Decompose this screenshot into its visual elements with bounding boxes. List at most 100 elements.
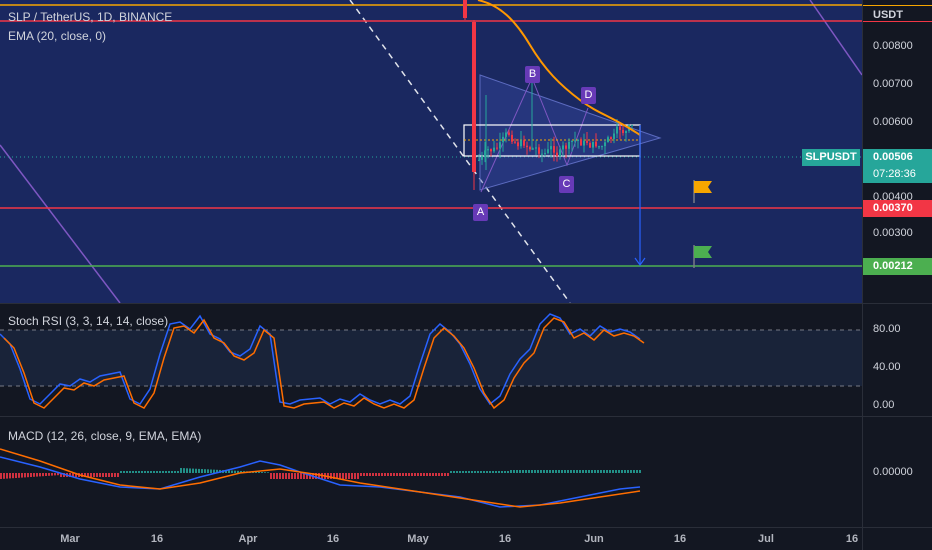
macd-bar: [603, 470, 605, 473]
candle: [592, 141, 594, 148]
candle: [535, 147, 537, 149]
macd-bar: [507, 471, 509, 473]
support-1-tag: 0.00370: [863, 200, 932, 217]
price-label-1: 0.00800: [873, 40, 913, 52]
macd-bar: [396, 473, 398, 476]
macd-bar: [558, 470, 560, 473]
candle: [532, 148, 534, 150]
price-label-2: 0.00700: [873, 78, 913, 90]
macd-bar: [165, 471, 167, 473]
macd-bar: [6, 473, 8, 479]
macd-bar: [456, 471, 458, 473]
macd-bar: [504, 471, 506, 473]
macd-bar: [156, 471, 158, 473]
macd-bar: [114, 473, 116, 477]
macd-bar: [225, 470, 227, 473]
symbol-legend[interactable]: SLP / TetherUS, 1D, BINANCE: [8, 10, 173, 24]
time-tick-16: 16: [150, 533, 164, 545]
macd-bar: [39, 473, 41, 477]
macd-bar: [147, 471, 149, 473]
macd-bar: [123, 471, 125, 473]
candle: [613, 133, 615, 139]
time-tick-jul: Jul: [758, 533, 774, 545]
price-chart-pane[interactable]: SLP / TetherUS, 1D, BINANCE EMA (20, clo…: [0, 0, 862, 303]
macd-bar: [288, 473, 290, 479]
macd-bar: [555, 470, 557, 473]
candle: [595, 141, 597, 147]
candle: [574, 140, 576, 142]
green-flag-icon: [693, 245, 712, 268]
macd-bar: [438, 473, 440, 476]
candle: [568, 141, 570, 149]
macd-axis[interactable]: 0.00000: [862, 417, 932, 527]
macd-bar: [318, 473, 320, 479]
macd-bar: [432, 473, 434, 476]
macd-bar: [612, 470, 614, 473]
macd-bar: [9, 473, 11, 479]
macd-bar: [180, 468, 182, 473]
time-axis[interactable]: Mar 16 Apr 16 May 16 Jun 16 Jul 16: [0, 527, 862, 550]
stoch-axis[interactable]: 80.00 40.00 0.00: [862, 304, 932, 416]
candle: [550, 146, 552, 150]
time-tick-may: May: [407, 533, 429, 545]
macd-bar: [36, 473, 38, 477]
macd-bar: [333, 473, 335, 479]
macd-bar: [495, 471, 497, 473]
macd-bar: [543, 470, 545, 473]
stoch-label-40: 40.00: [873, 361, 901, 373]
price-label-3: 0.00600: [873, 116, 913, 128]
macd-bar: [0, 473, 2, 479]
macd-bar: [306, 473, 308, 479]
macd-bar: [255, 471, 257, 473]
macd-bar: [453, 471, 455, 473]
macd-bar: [162, 471, 164, 473]
macd-legend[interactable]: MACD (12, 26, close, 9, EMA, EMA): [8, 429, 202, 443]
macd-bar: [129, 471, 131, 473]
macd-bar: [201, 469, 203, 473]
macd-bar: [471, 471, 473, 473]
macd-bar: [375, 473, 377, 476]
macd-bar: [354, 473, 356, 479]
pattern-label-a: A: [473, 204, 488, 221]
currency-label: USDT: [873, 9, 903, 21]
macd-bar: [45, 473, 47, 476]
target-arrow-head: [634, 257, 646, 267]
macd-bar: [21, 473, 23, 478]
macd-bar: [3, 473, 5, 479]
channel-line-left: [0, 144, 121, 303]
candle: [472, 22, 476, 172]
macd-bar: [528, 470, 530, 473]
macd-bar: [72, 473, 74, 477]
macd-bar: [240, 471, 242, 473]
orange-flag-icon: [693, 180, 712, 203]
macd-bar: [57, 473, 59, 476]
macd-bar: [615, 470, 617, 473]
price-axis[interactable]: USDT 0.00800 0.00700 0.00600 0.00506 07:…: [862, 0, 932, 303]
pattern-label-c: C: [559, 176, 574, 193]
macd-bar: [531, 470, 533, 473]
macd-bar: [87, 473, 89, 477]
candle: [601, 146, 603, 148]
macd-bar: [90, 473, 92, 477]
macd-bar: [597, 470, 599, 473]
macd-bar: [618, 470, 620, 473]
triangle-pattern: [479, 74, 662, 191]
stoch-legend[interactable]: Stoch RSI (3, 3, 14, 14, close): [8, 314, 169, 328]
candle: [481, 156, 483, 160]
candle: [622, 129, 624, 133]
macd-bar: [273, 473, 275, 479]
macd-bar: [399, 473, 401, 476]
time-tick-16: 16: [326, 533, 340, 545]
candle: [607, 137, 609, 143]
candle: [514, 141, 516, 143]
macd-bar: [51, 473, 53, 476]
macd-bar: [426, 473, 428, 476]
stoch-rsi-pane[interactable]: Stoch RSI (3, 3, 14, 14, close): [0, 304, 862, 416]
time-tick-16: 16: [673, 533, 687, 545]
macd-pane[interactable]: MACD (12, 26, close, 9, EMA, EMA): [0, 417, 862, 527]
current-price-tag: 0.00506: [863, 149, 932, 166]
candle: [505, 132, 507, 137]
macd-bar: [552, 470, 554, 473]
macd-bar: [567, 470, 569, 473]
ema-legend[interactable]: EMA (20, close, 0): [8, 29, 107, 43]
